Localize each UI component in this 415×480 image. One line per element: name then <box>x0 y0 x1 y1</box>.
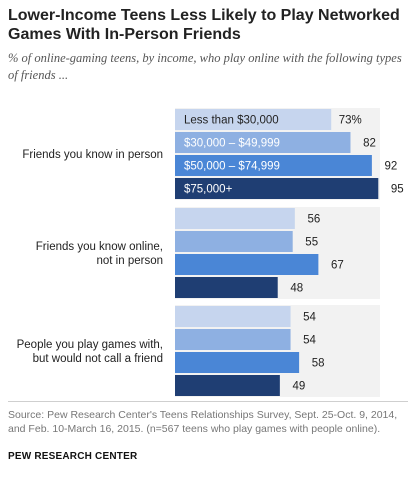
value-label: 95 <box>391 184 404 196</box>
bar <box>175 329 291 350</box>
category-label: People you play games with, but would not… <box>17 339 163 365</box>
value-label: 92 <box>384 161 397 173</box>
value-label: 67 <box>331 260 344 272</box>
bar <box>175 254 319 275</box>
bar <box>175 132 351 153</box>
chart-title: Lower-Income Teens Less Likely to Play N… <box>8 7 400 43</box>
bar <box>175 306 291 327</box>
bar <box>175 155 372 176</box>
legend-label: $75,000+ <box>184 184 233 196</box>
legend-label: $30,000 – $49,999 <box>184 138 280 150</box>
brand-logo-text: PEW RESEARCH CENTER <box>8 451 138 462</box>
value-label: 54 <box>303 335 316 347</box>
legend-label: $50,000 – $74,999 <box>184 161 280 173</box>
value-label: 49 <box>292 381 305 393</box>
category-label: Friends you know in person <box>22 149 163 161</box>
value-label: 54 <box>303 312 316 324</box>
source-note: Source: Pew Research Center's Teens Rela… <box>8 409 398 435</box>
footer-divider <box>8 401 408 402</box>
category-label: Friends you know online, not in person <box>36 241 163 267</box>
value-label: 48 <box>290 283 303 295</box>
legend-label: Less than $30,000 <box>184 115 279 127</box>
value-label: 58 <box>312 358 325 370</box>
bar <box>175 178 379 199</box>
bar <box>175 208 295 229</box>
bar <box>175 231 293 252</box>
value-label: 55 <box>305 237 318 249</box>
chart-subtitle: % of online-gaming teens, by income, who… <box>8 51 402 82</box>
bar <box>175 375 280 396</box>
bar <box>175 277 278 298</box>
bar <box>175 352 300 373</box>
bar <box>175 109 332 130</box>
value-label: 73% <box>339 115 362 127</box>
value-label: 56 <box>307 214 320 226</box>
value-label: 82 <box>363 138 376 150</box>
